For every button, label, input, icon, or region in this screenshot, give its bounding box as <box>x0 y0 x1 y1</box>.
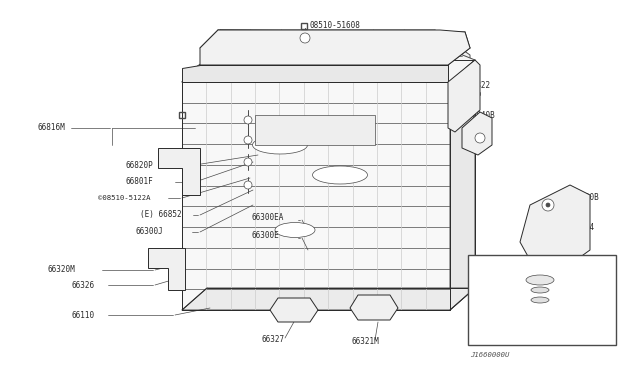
Circle shape <box>244 136 252 144</box>
Polygon shape <box>182 50 475 82</box>
Polygon shape <box>158 148 200 195</box>
Circle shape <box>244 181 252 189</box>
Text: 66300EA: 66300EA <box>252 214 284 222</box>
Ellipse shape <box>526 275 554 285</box>
Polygon shape <box>220 30 470 68</box>
Bar <box>468 255 616 345</box>
Text: 66801F: 66801F <box>125 177 153 186</box>
Text: 66300J: 66300J <box>135 228 163 237</box>
Polygon shape <box>182 288 475 310</box>
Polygon shape <box>448 60 480 132</box>
Text: 66320M: 66320M <box>48 266 76 275</box>
Polygon shape <box>218 30 260 85</box>
Polygon shape <box>200 30 470 65</box>
Text: 67840B: 67840B <box>468 110 496 119</box>
Ellipse shape <box>531 297 549 303</box>
Circle shape <box>244 116 252 124</box>
Text: 67154: 67154 <box>572 224 595 232</box>
Polygon shape <box>462 112 492 155</box>
Text: (E) 66852: (E) 66852 <box>140 211 182 219</box>
Text: 66327: 66327 <box>262 336 285 344</box>
Text: ©08510-5122A: ©08510-5122A <box>98 195 150 201</box>
Circle shape <box>475 133 485 143</box>
Text: 99070E: 99070E <box>473 263 500 272</box>
Circle shape <box>244 158 252 166</box>
Text: 66326: 66326 <box>72 280 95 289</box>
Circle shape <box>542 199 554 211</box>
Text: 66110: 66110 <box>72 311 95 320</box>
FancyBboxPatch shape <box>255 115 375 145</box>
Polygon shape <box>182 50 220 82</box>
Ellipse shape <box>275 222 315 237</box>
Text: 66300E: 66300E <box>252 231 280 241</box>
Ellipse shape <box>312 166 367 184</box>
Text: 66321M: 66321M <box>352 337 380 346</box>
Polygon shape <box>182 65 448 82</box>
Polygon shape <box>350 295 398 320</box>
Text: 66830B: 66830B <box>572 193 600 202</box>
Ellipse shape <box>253 136 307 154</box>
Circle shape <box>546 203 550 207</box>
Polygon shape <box>148 248 185 290</box>
Polygon shape <box>182 82 450 310</box>
Text: 08510-51608: 08510-51608 <box>310 22 361 31</box>
Ellipse shape <box>531 287 549 293</box>
Text: (1): (1) <box>318 33 332 42</box>
Text: 66822: 66822 <box>468 80 491 90</box>
Polygon shape <box>270 298 318 322</box>
Text: J1660000U: J1660000U <box>470 352 509 358</box>
Polygon shape <box>450 60 475 310</box>
Circle shape <box>300 33 310 43</box>
Text: 66820P: 66820P <box>125 160 153 170</box>
Polygon shape <box>520 185 590 268</box>
Text: 66816M: 66816M <box>38 124 66 132</box>
